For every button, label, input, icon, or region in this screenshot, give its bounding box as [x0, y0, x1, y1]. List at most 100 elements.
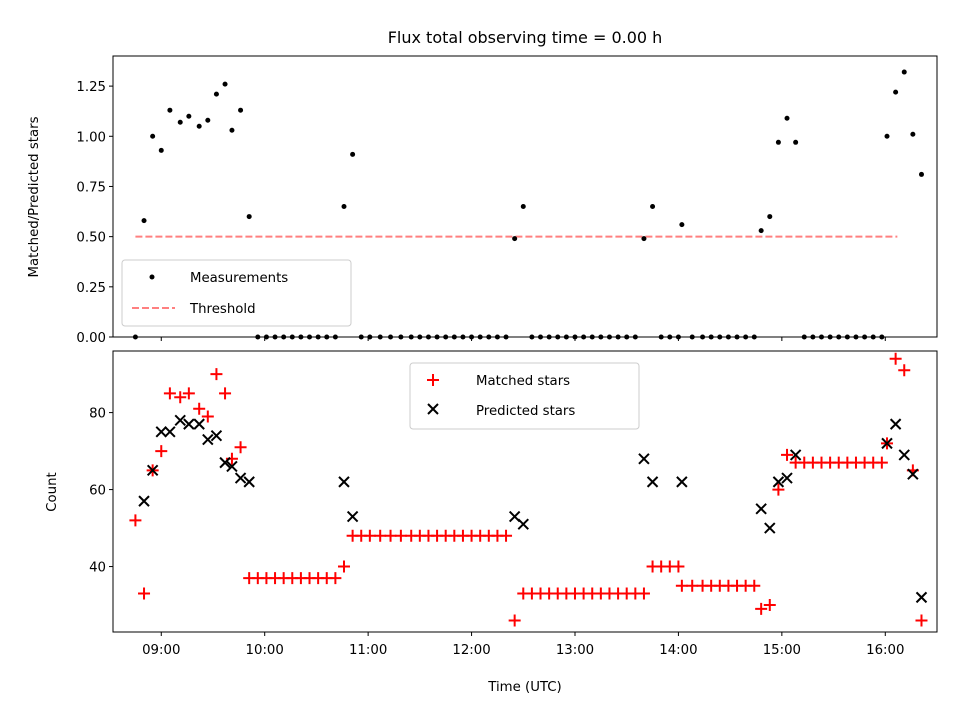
predicted-stars-point: [202, 433, 214, 446]
measurement-point: [893, 89, 899, 95]
measurement-point: [775, 139, 781, 145]
top-plot-axes: 0.00 0.25 0.50 0.75 1.00 1.25: [76, 55, 938, 346]
measurement-point: [918, 171, 924, 177]
predicted-stars-point: [338, 476, 350, 488]
legend-measurements-marker: [149, 274, 155, 280]
measurement-point: [238, 107, 244, 113]
top-y-tick-label: 0.25: [76, 281, 106, 296]
matched-stars-point: [193, 402, 206, 415]
matched-stars-point: [374, 529, 387, 542]
measurement-point: [186, 113, 192, 119]
measurement-point: [793, 139, 799, 145]
legend-predicted-marker: [427, 403, 439, 415]
x-tick-label: 09:00: [142, 643, 180, 658]
predicted-stars-point: [138, 495, 150, 507]
predicted-stars-point: [907, 468, 919, 480]
top-legend: Measurements Threshold: [121, 259, 352, 327]
measurement-point: [884, 133, 890, 139]
predicted-stars-point: [164, 426, 176, 438]
matched-stars-point: [337, 560, 350, 573]
predicted-stars-point: [234, 472, 247, 484]
measurement-point: [213, 91, 219, 97]
predicted-stars-point: [881, 437, 893, 450]
measurement-point: [512, 236, 518, 242]
top-y-tick-label: 1.00: [76, 130, 106, 145]
predicted-stars-point: [174, 414, 186, 426]
x-tick-label: 15:00: [763, 643, 801, 658]
matched-stars-point: [163, 387, 176, 400]
predicted-stars-point: [346, 510, 359, 523]
predicted-stars-point: [789, 449, 802, 461]
bottom-legend: Matched stars Predicted stars: [409, 362, 640, 430]
matched-stars-point: [129, 514, 142, 527]
predicted-stars-point: [764, 522, 776, 534]
predicted-stars-point: [226, 460, 238, 473]
measurement-point: [150, 133, 156, 139]
measurement-point: [246, 214, 252, 220]
predicted-stars-point: [146, 464, 159, 477]
matched-stars-point: [234, 441, 247, 454]
x-axis-label: Time (UTC): [487, 680, 562, 695]
top-y-tick-label: 0.75: [76, 180, 106, 195]
matched-stars-point: [201, 410, 214, 423]
legend-predicted-label: Predicted stars: [476, 404, 575, 419]
bottom-plot-marks: [129, 352, 928, 627]
matched-stars-point: [210, 368, 223, 381]
matched-stars-point: [915, 614, 928, 627]
matched-stars-point: [781, 448, 794, 461]
matched-stars-point: [686, 579, 699, 592]
predicted-stars-point: [193, 418, 205, 430]
top-y-tick-label: 0.50: [76, 231, 106, 246]
measurement-point: [641, 236, 647, 242]
matched-stars-point: [155, 445, 168, 458]
measurement-point: [141, 218, 147, 224]
measurement-point: [910, 131, 916, 137]
measurement-point: [520, 204, 526, 210]
measurement-point: [229, 127, 235, 133]
matched-stars-point: [182, 387, 195, 400]
matched-stars-point: [138, 587, 151, 600]
predicted-stars-point: [772, 476, 785, 488]
matched-stars-point: [763, 599, 776, 612]
matched-stars-point: [174, 391, 187, 404]
x-tick-label: 16:00: [866, 643, 904, 658]
measurement-point: [758, 228, 764, 234]
matched-stars-point: [500, 529, 513, 542]
measurement-point: [222, 81, 228, 87]
measurement-point: [901, 69, 907, 75]
legend-matched-label: Matched stars: [476, 374, 570, 389]
bottom-legend-box: [409, 362, 640, 430]
measurement-point: [196, 123, 202, 129]
predicted-stars-point: [155, 426, 167, 438]
bottom-y-axis-label: Count: [45, 472, 60, 512]
matched-stars-point: [889, 352, 902, 365]
measurement-point: [167, 107, 173, 113]
bottom-y-tick-label: 40: [89, 561, 106, 576]
matched-stars-point: [394, 529, 407, 542]
top-y-tick-label: 0.00: [76, 331, 106, 346]
predicted-stars-point: [210, 429, 223, 442]
predicted-stars-point: [755, 503, 767, 515]
top-y-tick-label: 1.25: [76, 80, 106, 95]
matched-stars-point: [329, 572, 342, 585]
predicted-stars-point: [243, 476, 255, 488]
predicted-stars-point: [219, 456, 231, 469]
matched-stars-point: [672, 560, 685, 573]
measurement-point: [650, 204, 656, 210]
measurement-point: [679, 222, 685, 228]
predicted-stars-point: [898, 449, 910, 461]
x-tick-label: 10:00: [246, 643, 284, 658]
matched-stars-point: [755, 602, 768, 615]
matched-stars-point: [637, 587, 650, 600]
top-legend-box: [121, 259, 352, 327]
predicted-stars-point: [889, 418, 902, 430]
measurement-point: [158, 147, 164, 153]
matched-stars-point: [875, 456, 888, 469]
top-plot-frame: [112, 55, 938, 338]
legend-matched-marker: [427, 374, 439, 386]
matched-stars-point: [384, 529, 397, 542]
predicted-stars-point: [183, 418, 195, 430]
predicted-stars-point: [638, 453, 650, 465]
matched-stars-point: [675, 579, 688, 592]
